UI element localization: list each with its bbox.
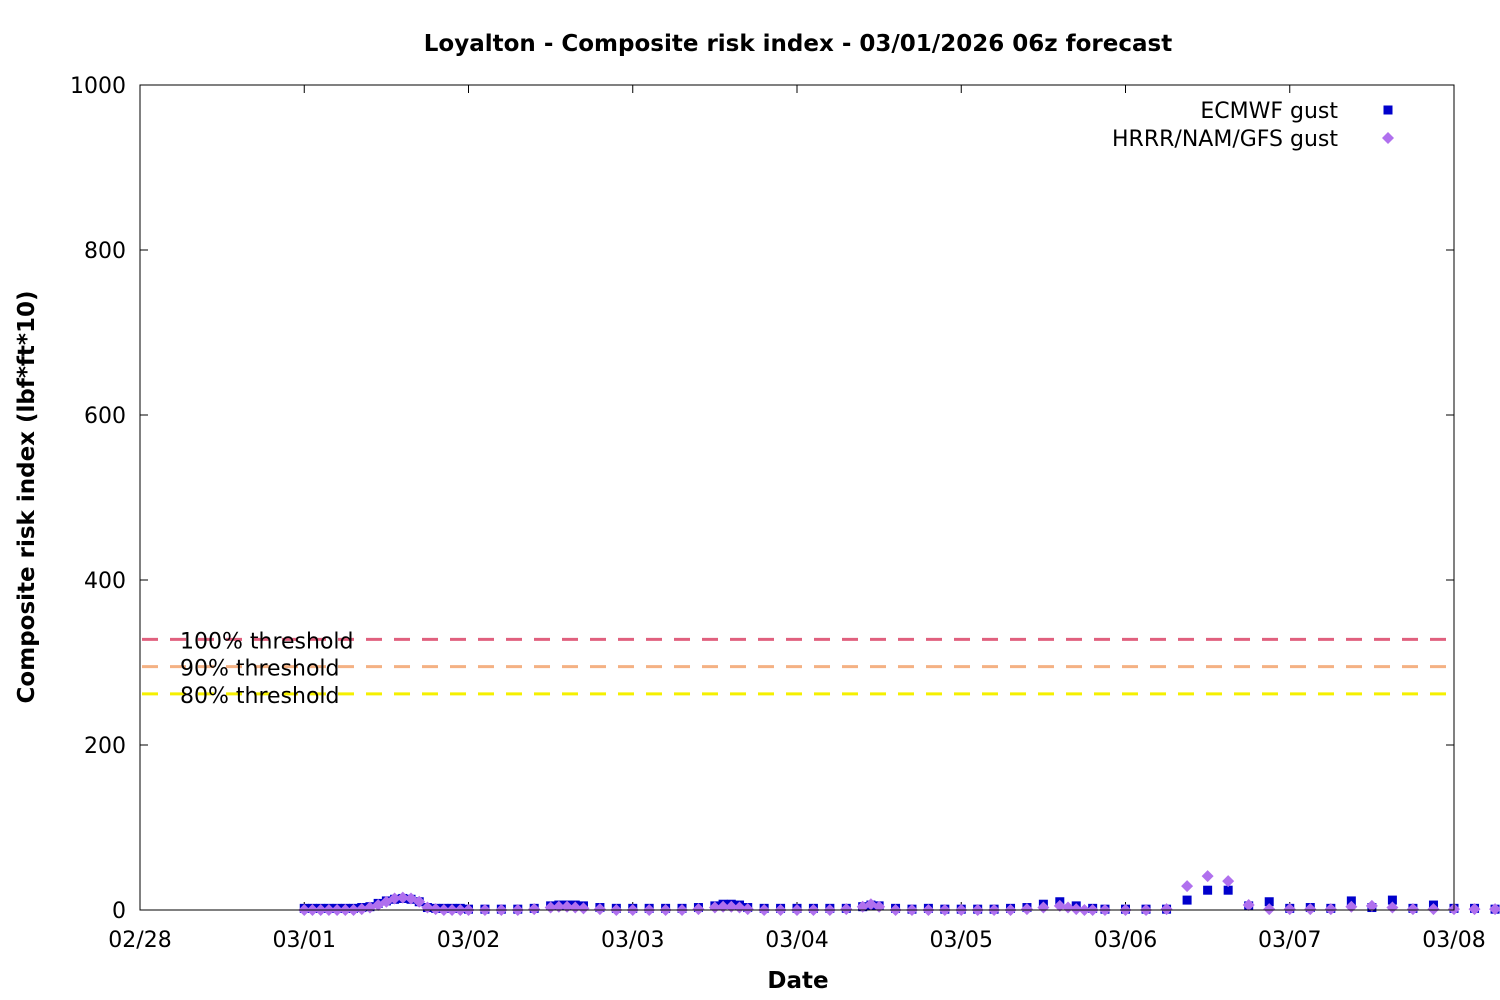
hrrr-point (1020, 903, 1033, 916)
hrrr-point (569, 901, 582, 914)
hrrr-point (1427, 903, 1440, 916)
y-axis-label: Composite risk index (lbf*ft*10) (14, 291, 40, 704)
hrrr-point (413, 895, 426, 908)
x-tick-label: 03/01 (273, 928, 336, 953)
threshold-label: 90% threshold (180, 657, 340, 682)
x-tick-label: 03/08 (1422, 928, 1485, 953)
y-tick-label: 800 (84, 239, 126, 264)
hrrr-point (1489, 903, 1500, 916)
hrrr-point (1283, 903, 1296, 916)
data-series (298, 870, 1500, 916)
ecmwf-point (1223, 885, 1233, 895)
hrrr-point (1365, 899, 1378, 912)
hrrr-point (355, 903, 368, 916)
hrrr-point (1324, 903, 1337, 916)
hrrr-point (1468, 903, 1481, 916)
hrrr-point (544, 901, 557, 914)
hrrr-point (692, 903, 705, 916)
chart-title: Loyalton - Composite risk index - 03/01/… (424, 31, 1172, 57)
ecmwf-point (1387, 895, 1397, 905)
series-hrrr (298, 870, 1500, 916)
y-tick-label: 200 (84, 734, 126, 759)
x-tick-label: 03/05 (930, 928, 993, 953)
hrrr-point (396, 891, 409, 904)
hrrr-point (1304, 903, 1317, 916)
hrrr-point (388, 892, 401, 905)
ecmwf-point (1182, 895, 1192, 905)
x-tick-label: 03/06 (1094, 928, 1157, 953)
x-tick-label: 03/02 (437, 928, 500, 953)
hrrr-point (741, 903, 754, 916)
ecmwf-point (1203, 885, 1213, 895)
plot-frame (139, 84, 1455, 911)
y-tick-label: 0 (112, 899, 126, 924)
x-tick-label: 02/28 (108, 928, 171, 953)
legend-label: ECMWF gust (1200, 99, 1338, 124)
y-tick-label: 400 (84, 569, 126, 594)
hrrr-point (528, 903, 541, 916)
x-tick-label: 03/07 (1258, 928, 1321, 953)
hrrr-point (1242, 899, 1255, 912)
hrrr-point (577, 902, 590, 915)
hrrr-point (840, 903, 853, 916)
legend-diamond-icon (1382, 132, 1394, 144)
hrrr-point (708, 901, 721, 914)
hrrr-point (1386, 901, 1399, 914)
legend: ECMWF gust HRRR/NAM/GFS gust (1112, 99, 1394, 152)
hrrr-point (593, 903, 606, 916)
x-tick-label: 03/03 (601, 928, 664, 953)
hrrr-point (1181, 880, 1194, 893)
hrrr-point (1070, 903, 1083, 916)
threshold-label: 100% threshold (180, 629, 354, 654)
hrrr-point (1160, 903, 1173, 916)
y-tick-label: 600 (84, 404, 126, 429)
hrrr-point (1062, 901, 1075, 914)
hrrr-point (1222, 875, 1235, 888)
hrrr-point (1037, 901, 1050, 914)
y-tick-label: 1000 (70, 74, 126, 99)
hrrr-point (1053, 899, 1066, 912)
hrrr-point (421, 901, 434, 914)
hrrr-point (733, 901, 746, 914)
legend-label: HRRR/NAM/GFS gust (1112, 127, 1338, 152)
hrrr-point (429, 903, 442, 916)
x-tick-label: 03/04 (765, 928, 828, 953)
ecmwf-point (1264, 897, 1274, 907)
hrrr-point (1263, 903, 1276, 916)
hrrr-point (1201, 870, 1214, 883)
x-axis-label: Date (767, 968, 828, 994)
legend-square-icon (1383, 105, 1393, 115)
axis-ticks: 02/28 03/01 03/02 03/03 03/04 03/05 03/06 03/07… (70, 74, 1486, 953)
hrrr-point (1406, 903, 1419, 916)
threshold-label: 80% threshold (180, 684, 340, 709)
